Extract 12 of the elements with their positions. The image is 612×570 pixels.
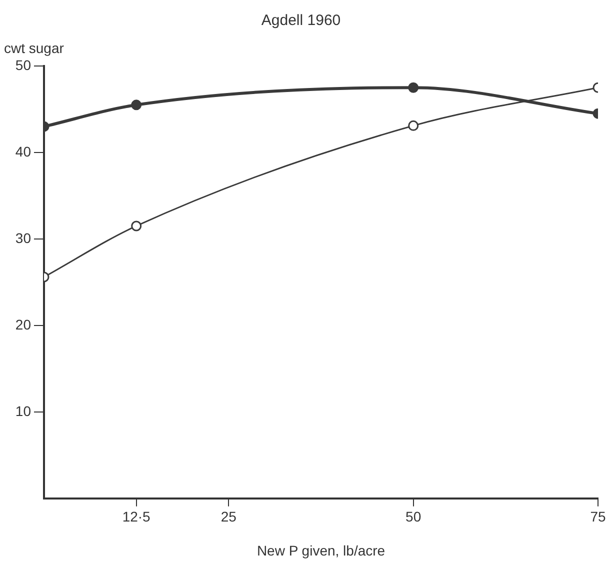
y-axis-title: cwt sugar	[4, 40, 64, 56]
y-tick-label: 20	[15, 316, 32, 332]
chart-title: Agdell 1960	[261, 12, 341, 30]
x-tick-label: 50	[406, 508, 422, 525]
x-tick-label: 25	[220, 508, 237, 525]
x-axis-title: New P given, lb/acre	[256, 542, 386, 558]
x-tick-label: 75	[590, 508, 606, 525]
y-tick-label: 40	[15, 143, 32, 160]
y-tick-label: 50	[15, 56, 32, 73]
x-tick-label: 12·5	[122, 508, 151, 525]
y-tick-label: 10	[15, 402, 32, 419]
y-tick-label: 30	[15, 230, 32, 246]
